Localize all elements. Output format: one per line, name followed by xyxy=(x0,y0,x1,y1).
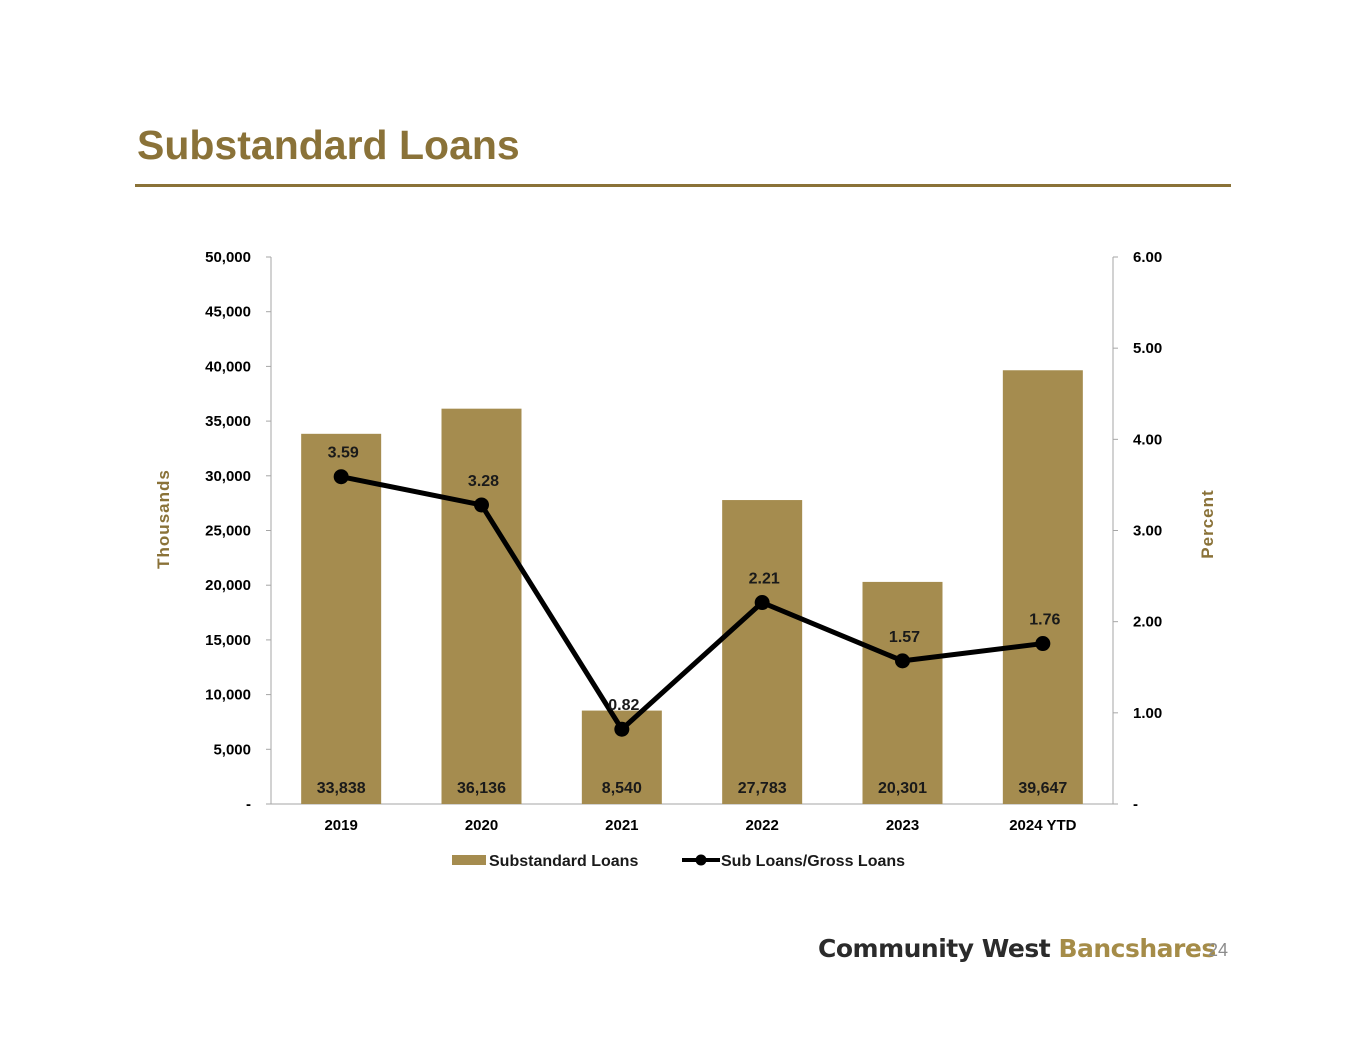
ratio-point xyxy=(754,595,770,611)
category-label: 2021 xyxy=(605,817,638,834)
ratio-value-label: 0.82 xyxy=(608,697,639,714)
ratio-value-label: 1.76 xyxy=(1029,612,1060,629)
bar-value-label: 8,540 xyxy=(602,780,642,797)
right-tick-label: 1.00 xyxy=(1133,705,1162,722)
category-label: 2024 YTD xyxy=(1009,817,1076,834)
left-tick-label: 50,000 xyxy=(205,249,251,266)
left-tick-label: 10,000 xyxy=(205,687,251,704)
left-tick-label: 35,000 xyxy=(205,413,251,430)
legend-line-label: Sub Loans/Gross Loans xyxy=(721,853,905,870)
title-divider xyxy=(135,184,1231,187)
legend-line-marker xyxy=(695,854,707,866)
legend-bar-swatch xyxy=(452,855,486,865)
bar-value-label: 36,136 xyxy=(457,780,506,797)
right-tick-label: 6.00 xyxy=(1133,249,1162,266)
bar xyxy=(722,500,803,804)
bar-value-label: 39,647 xyxy=(1018,780,1067,797)
bar-value-label: 27,783 xyxy=(738,780,787,797)
bar-value-label: 33,838 xyxy=(317,780,366,797)
legend-bar-label: Substandard Loans xyxy=(489,853,638,870)
right-tick-label: 3.00 xyxy=(1133,523,1162,540)
ratio-line xyxy=(340,474,1044,732)
slide-title: Substandard Loans xyxy=(137,122,520,168)
category-label: 2020 xyxy=(465,817,498,834)
left-tick-label: 15,000 xyxy=(205,632,251,649)
category-label: 2019 xyxy=(324,817,357,834)
left-tick-label: 20,000 xyxy=(205,577,251,594)
left-tick-label: 30,000 xyxy=(205,468,251,485)
ratio-point xyxy=(895,653,910,669)
left-tick-label: 25,000 xyxy=(205,523,251,540)
company-logo: Community West Bancshares xyxy=(818,934,1216,963)
left-axis-title: Thousands xyxy=(154,469,173,569)
ratio-point xyxy=(474,497,489,513)
logo-text-primary: Community West xyxy=(818,934,1051,963)
page-number: 24 xyxy=(1208,940,1229,960)
left-tick-label: 40,000 xyxy=(205,358,251,375)
right-tick-label: 2.00 xyxy=(1133,614,1162,631)
category-label: 2023 xyxy=(886,817,919,834)
ratio-value-label: 2.21 xyxy=(749,571,780,588)
right-tick-label: 5.00 xyxy=(1133,340,1162,357)
ratio-value-label: 1.57 xyxy=(889,629,920,646)
ratio-point xyxy=(614,721,630,737)
bar xyxy=(1002,370,1083,804)
right-tick-label: - xyxy=(1133,796,1138,813)
left-tick-label: 5,000 xyxy=(213,741,251,758)
left-tick-label: - xyxy=(246,796,251,813)
ratio-point xyxy=(1035,636,1051,652)
ratio-point xyxy=(333,469,349,485)
bar xyxy=(441,408,522,804)
right-tick-label: 4.00 xyxy=(1133,431,1162,448)
logo-text-secondary: Bancshares xyxy=(1058,934,1216,963)
bar xyxy=(301,433,382,804)
category-label: 2022 xyxy=(745,817,778,834)
right-axis-title: Percent xyxy=(1198,489,1217,558)
left-tick-label: 45,000 xyxy=(205,304,251,321)
ratio-value-label: 3.59 xyxy=(328,445,359,462)
ratio-value-label: 3.28 xyxy=(468,473,499,490)
bar-value-label: 20,301 xyxy=(878,780,927,797)
bar xyxy=(862,581,943,804)
